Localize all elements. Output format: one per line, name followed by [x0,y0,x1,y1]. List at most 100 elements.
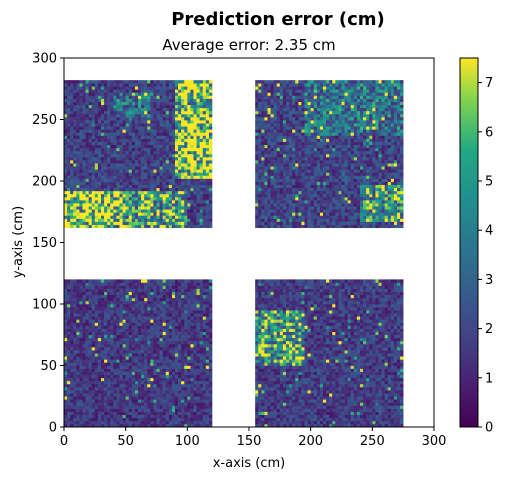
heatmap-cell [82,294,86,299]
heatmap-cell [122,117,126,121]
heatmap-cell [175,101,179,106]
heatmap-cell [397,107,401,112]
heatmap-cell [270,169,274,173]
heatmap-cell [64,328,68,332]
heatmap-cell [187,117,191,121]
heatmap-cell [350,187,355,192]
heatmap-cell [187,206,191,210]
heatmap-cell [178,163,182,167]
heatmap-cell [400,113,404,118]
heatmap-cell [313,163,318,167]
heatmap-cell [144,203,148,207]
heatmap-cell [387,215,392,219]
heatmap-cell [122,150,126,155]
heatmap-cell [356,184,361,189]
heatmap-cell [153,86,157,90]
heatmap-cell [190,107,194,112]
heatmap-cell [400,150,404,155]
heatmap-cell [400,126,404,130]
heatmap-cell [187,150,191,155]
heatmap-cell [144,190,148,195]
heatmap-cell [171,206,176,210]
heatmap-cell [353,92,358,96]
heatmap-cell [159,129,163,133]
heatmap-cell [138,175,142,179]
heatmap-cell [304,166,308,170]
heatmap-cell [94,83,99,87]
heatmap-cell [70,110,74,115]
heatmap-cell [267,135,271,139]
heatmap-cell [134,141,139,146]
heatmap-cell [387,95,392,99]
heatmap-cell [141,181,145,185]
heatmap-cell [295,126,299,130]
heatmap-cell [168,215,173,219]
heatmap-cell [196,95,200,99]
heatmap-cell [64,215,68,219]
heatmap-cell [344,104,348,109]
heatmap-cell [338,187,342,192]
heatmap-cell [366,101,370,106]
heatmap-cell [267,123,271,127]
heatmap-cell [381,123,385,127]
heatmap-cell [326,107,330,112]
heatmap-cell [384,92,389,96]
heatmap-cell [88,80,93,84]
heatmap-cell [261,203,265,207]
heatmap-cell [116,120,120,124]
heatmap-cell [208,80,213,84]
heatmap-cell [313,218,318,222]
heatmap-cell [128,101,133,106]
heatmap-cell [344,132,348,136]
heatmap-cell [85,169,89,173]
heatmap-cell [298,110,302,115]
heatmap-cell [273,80,278,84]
heatmap-cell [88,150,93,155]
heatmap-cell [196,181,200,185]
heatmap-cell [341,144,345,149]
heatmap-cell [134,221,139,225]
heatmap-cell [372,147,376,152]
heatmap-cell [356,144,361,149]
heatmap-cell [338,206,342,210]
heatmap-cell [67,380,71,385]
heatmap-cell [397,187,401,192]
heatmap-cell [384,166,389,170]
heatmap-cell [73,414,77,419]
heatmap-cell [304,169,308,173]
heatmap-cell [119,86,123,90]
heatmap-cell [113,187,117,192]
heatmap-cell [110,203,114,207]
heatmap-cell [64,150,68,155]
heatmap-cell [393,196,398,201]
heatmap-cell [255,169,259,173]
heatmap-cell [150,209,154,213]
heatmap-cell [363,101,367,106]
heatmap-cell [378,83,382,87]
heatmap-cell [82,98,86,102]
heatmap-cell [276,190,281,195]
heatmap-cell [289,113,293,118]
heatmap-cell [125,153,130,158]
heatmap-cell [372,196,376,201]
heatmap-cell [273,187,278,192]
heatmap-cell [147,160,151,164]
heatmap-cell [178,224,182,229]
heatmap-cell [332,138,336,142]
heatmap-cell [168,218,173,222]
heatmap-cell [366,224,370,229]
heatmap-cell [258,107,262,112]
heatmap-cell [122,144,126,149]
heatmap-cell [329,172,333,176]
heatmap-cell [276,107,281,112]
heatmap-cell [79,190,83,195]
heatmap-cell [184,218,188,222]
heatmap-cell [264,138,268,142]
heatmap-cell [369,101,373,106]
heatmap-cell [360,169,364,173]
heatmap-cell [273,113,278,118]
heatmap-cell [335,144,339,149]
heatmap-cell [292,95,296,99]
heatmap-cell [171,212,176,216]
heatmap-cell [295,104,299,109]
